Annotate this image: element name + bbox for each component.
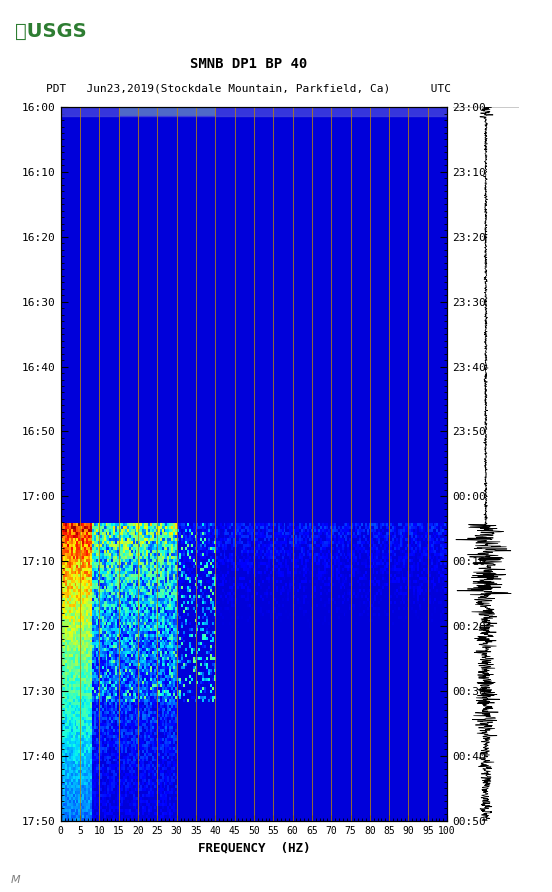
Text: SMNB DP1 BP 40: SMNB DP1 BP 40 [190, 57, 307, 71]
Text: ⛰USGS: ⛰USGS [15, 21, 87, 41]
X-axis label: FREQUENCY  (HZ): FREQUENCY (HZ) [198, 841, 310, 854]
Text: PDT   Jun23,2019(Stockdale Mountain, Parkfield, Ca)      UTC: PDT Jun23,2019(Stockdale Mountain, Parkf… [46, 84, 451, 94]
Text: M: M [11, 875, 20, 885]
Bar [61, 105, 447, 116]
